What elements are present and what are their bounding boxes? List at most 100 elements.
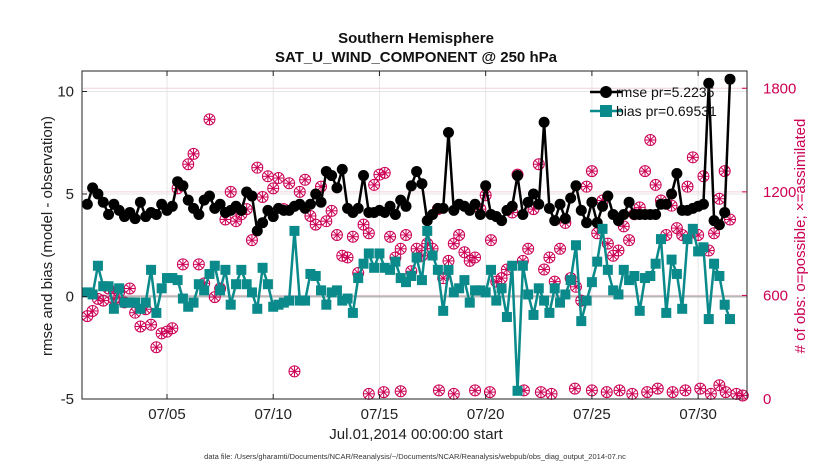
rmse-point (496, 215, 508, 227)
bias-point (608, 285, 619, 296)
bias-point (698, 242, 709, 253)
rmse-point (575, 204, 587, 216)
bias-point (183, 301, 194, 312)
bias-point (491, 295, 502, 306)
bias-point (565, 275, 576, 286)
bias-point (640, 273, 651, 284)
bias-point (523, 289, 534, 300)
legend: rmse pr=5.2235 bias pr=0.69531 (590, 84, 717, 119)
rmse-point (411, 165, 423, 177)
rmse-point (304, 198, 316, 210)
bias-point (464, 297, 475, 308)
bias-point (124, 297, 135, 308)
rmse-point (103, 209, 115, 220)
rmse-point (586, 196, 598, 208)
x-tick-label: 07/10 (254, 406, 292, 423)
rmse-point (527, 188, 539, 200)
obs-point (580, 180, 593, 193)
obs-point-low (377, 386, 390, 399)
obs-point-low (613, 384, 626, 397)
rmse-point (581, 217, 593, 229)
obs-point (341, 251, 354, 264)
bias-point (87, 289, 98, 300)
rmse-point (235, 204, 247, 216)
y-axis-right-ticks: 1800 1200 600 0 (742, 80, 796, 408)
rmse-point (666, 188, 678, 200)
obs-point (134, 320, 147, 333)
rmse-point (517, 209, 529, 220)
rmse-point (267, 211, 279, 223)
obs-point (256, 191, 269, 204)
rmse-point (713, 219, 725, 231)
bias-point (475, 285, 486, 296)
bias-point (310, 271, 321, 281)
bias-point (470, 285, 481, 296)
x-tick-label: 07/05 (148, 406, 186, 423)
rmse-point (559, 213, 571, 225)
bias-point (369, 262, 380, 273)
bias-point (278, 297, 289, 308)
obs-point (325, 204, 338, 217)
rmse-point (480, 180, 492, 192)
obs-point (612, 244, 625, 257)
obs-point-low (666, 386, 679, 399)
bias-point (273, 299, 284, 310)
obs-point (362, 227, 375, 240)
bias-point (560, 289, 571, 300)
bias-point (199, 285, 210, 296)
rmse-point (336, 163, 348, 175)
rmse-point (703, 77, 715, 89)
legend-bias-marker (600, 105, 612, 117)
obs-point (304, 210, 317, 223)
obs-point (357, 218, 370, 231)
obs-point (346, 230, 359, 243)
y-tick-label: 5 (66, 186, 74, 203)
rmse-point (570, 180, 582, 192)
obs-point (230, 215, 243, 228)
obs-point (469, 251, 482, 264)
obs-point-low (641, 386, 654, 399)
obs-point (293, 185, 306, 198)
obs-point-low (719, 386, 732, 399)
obs-point (649, 178, 662, 191)
plot-border (81, 70, 748, 400)
rmse-point (400, 200, 412, 212)
x-tick-label: 07/30 (679, 406, 717, 423)
bias-point (220, 264, 231, 275)
rmse-point (150, 209, 162, 220)
bias-point (146, 264, 157, 275)
x-axis-label: Jul.01,2014 00:00:00 start (329, 426, 503, 443)
bias-point (331, 285, 342, 296)
bias-point (326, 287, 337, 298)
bias-point (215, 285, 226, 296)
rmse-point (597, 200, 609, 212)
obs-point (272, 172, 285, 185)
bias-point (501, 312, 512, 322)
obs-point (123, 282, 136, 295)
rmse-point (474, 209, 486, 220)
bias-point (114, 283, 125, 294)
obs-point (442, 254, 455, 267)
obs-point (623, 234, 636, 247)
bias-point (709, 258, 720, 269)
bias-point (602, 264, 613, 275)
obs-point-low (600, 386, 613, 399)
legend-rmse-marker (600, 86, 612, 98)
obs-point (166, 322, 179, 335)
bias-point (459, 275, 470, 286)
bias-point (300, 295, 311, 306)
bias-point (555, 297, 566, 308)
rmse-point (203, 190, 215, 202)
rmse-point (623, 196, 635, 208)
obs-point (713, 192, 726, 205)
rmse-point (134, 196, 146, 208)
rmse-point (384, 200, 396, 212)
rmse-point (469, 198, 481, 210)
obs-point (245, 234, 258, 247)
obs-point-low (694, 382, 707, 395)
bias-point (103, 281, 114, 292)
y-right-tick-label: 1800 (763, 80, 796, 97)
x-tick-label: 07/25 (573, 406, 611, 423)
rmse-point (565, 192, 577, 204)
